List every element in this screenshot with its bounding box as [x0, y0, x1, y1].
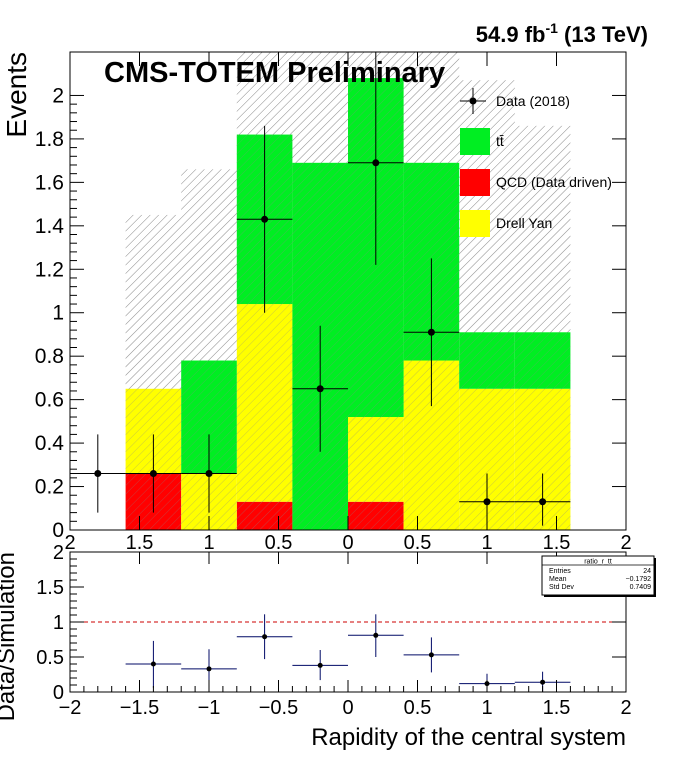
data-point: [94, 470, 102, 478]
y-tick-label: 1.8: [35, 128, 64, 151]
y-tick-label: 0.6: [35, 389, 64, 412]
data-point: [205, 470, 213, 478]
x-tick-label: 0: [342, 532, 353, 554]
data-point: [539, 498, 547, 506]
ratio-x-tick-label: −1: [198, 697, 221, 719]
x-tick-label: 0.5: [404, 532, 432, 554]
legend: Data (2018) tt̄ QCD (Data driven) Drell Yan: [460, 88, 612, 237]
y-tick-label: 0.8: [35, 345, 64, 368]
stats-box-row-value: −0.1792: [626, 576, 652, 583]
legend-swatch: [460, 169, 490, 196]
ratio-point: [428, 652, 434, 658]
ratio-x-tick-label: 0.5: [404, 697, 432, 719]
legend-data-marker: [469, 97, 477, 105]
stats-box-title: ratio_r_tt: [584, 559, 612, 566]
stats-box: ratio_r_tt Entries 24 Mean −0.1792 Std Dev 0.7…: [541, 555, 656, 597]
main-plot: 0 0.2 0.4 0.6 0.8 1 1.2 1.4 1.6 1.8 2 2 1.5 1 0.5 0 0.5…: [1, 51, 632, 554]
ratio-point: [150, 661, 156, 667]
uncertainty-band-overlay: [514, 125, 571, 530]
uncertainty-band-overlay: [292, 52, 348, 530]
data-point: [483, 498, 491, 506]
y-tick-label: 0.2: [35, 476, 64, 499]
ratio-x-tick-label: 0: [342, 697, 353, 719]
ratio-point: [540, 679, 546, 685]
data-point: [149, 470, 157, 478]
x-tick-label: 0.5: [265, 532, 293, 554]
ratio-x-tick-label: −1.5: [120, 697, 159, 719]
y-tick-label: 1.2: [35, 258, 64, 281]
ratio-y-tick-label: 1: [53, 612, 64, 634]
ratio-y-tick-label: 0.5: [36, 647, 64, 669]
legend-swatch: [460, 128, 490, 155]
stats-box-row-value: 0.7409: [630, 584, 652, 591]
ratio-plot: 0 0.5 1 1.5 2 −2 −1.5 −1 −0.5 0 0.5 1 1.5 2 Data/Sim…: [0, 542, 656, 751]
ratio-point: [317, 662, 323, 668]
ratio-point: [206, 666, 212, 672]
y-tick-label: 1: [52, 302, 64, 325]
ratio-plot-y-axis-title: Data/Simulation: [0, 552, 20, 721]
experiment-label: CMS-TOTEM Preliminary: [104, 57, 445, 89]
x-tick-label: 1.5: [126, 532, 154, 554]
ratio-x-tick-label: −2: [59, 697, 82, 719]
data-point: [261, 215, 269, 223]
data-point: [427, 328, 435, 336]
main-plot-y-axis: 0 0.2 0.4 0.6 0.8 1 1.2 1.4 1.6 1.8 2: [35, 84, 626, 542]
data-point: [316, 385, 324, 393]
x-tick-label: 2: [64, 532, 75, 554]
ratio-y-tick-label: 1.5: [36, 577, 64, 599]
legend-label: QCD (Data driven): [496, 174, 612, 190]
y-tick-label: 0: [52, 519, 64, 542]
stats-box-row-label: Std Dev: [549, 584, 574, 591]
stats-box-row-label: Mean: [549, 576, 567, 583]
legend-swatch: [460, 210, 490, 237]
stats-box-row-label: Entries: [549, 568, 571, 575]
data-point: [372, 159, 380, 167]
main-plot-x-axis: 2 1.5 1 0.5 0 0.5 1 1.5 2: [64, 52, 632, 554]
ratio-y-tick-label: 0: [53, 682, 64, 704]
ratio-x-tick-label: −0.5: [259, 697, 298, 719]
main-plot-marks: [70, 52, 571, 531]
ratio-point: [262, 634, 268, 640]
y-tick-label: 1.4: [35, 215, 65, 238]
y-tick-label: 0.4: [35, 432, 65, 455]
y-tick-label: 1.6: [35, 171, 64, 194]
uncertainty-band-overlay: [459, 80, 515, 530]
ratio-x-tick-label: 1.5: [543, 697, 571, 719]
x-tick-label: 1: [481, 532, 492, 554]
ratio-y-tick-label: 2: [53, 542, 64, 564]
luminosity-label: 54.9 fb-1 (13 TeV): [476, 20, 648, 47]
x-tick-label: 1: [203, 532, 214, 554]
x-tick-label: 2: [620, 532, 631, 554]
ratio-plot-x-axis-title: Rapidity of the central system: [311, 724, 626, 751]
main-plot-y-axis-title: Events: [1, 52, 32, 138]
stats-box-frame: [541, 555, 655, 596]
legend-label: Drell Yan: [496, 215, 552, 231]
ratio-point: [373, 632, 379, 638]
y-tick-label: 2: [52, 84, 64, 107]
ratio-x-tick-label: 2: [620, 697, 631, 719]
stats-box-row-value: 24: [643, 568, 651, 575]
legend-label: tt̄: [496, 133, 504, 149]
legend-label: Data (2018): [496, 93, 570, 109]
x-tick-label: 1.5: [543, 532, 571, 554]
ratio-x-tick-label: 1: [481, 697, 492, 719]
